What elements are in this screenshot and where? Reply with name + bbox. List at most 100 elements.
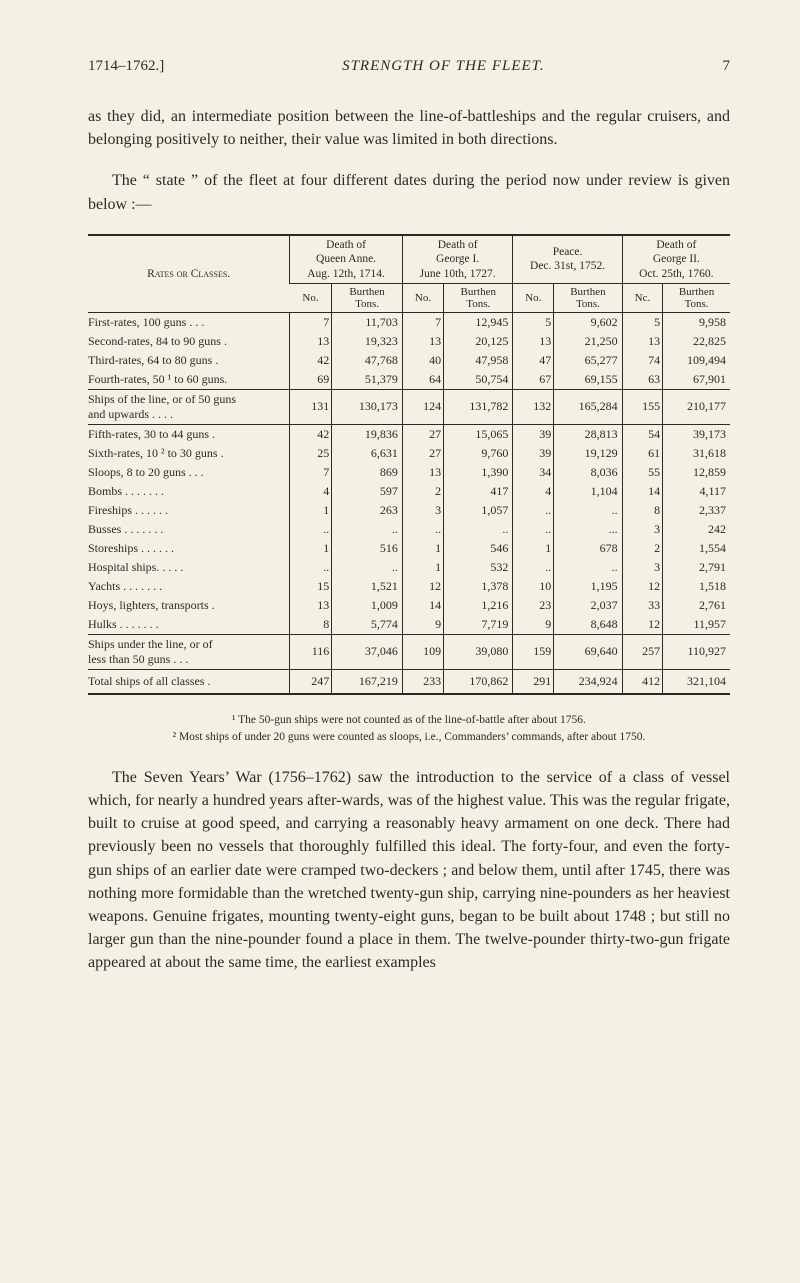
cell-no: 47 xyxy=(513,351,554,370)
cell-burthen: 11,703 xyxy=(332,312,403,332)
cell-no: 3 xyxy=(402,501,443,520)
col-bur-4: BurthenTons. xyxy=(663,283,730,312)
cell-burthen: .. xyxy=(554,558,622,577)
row-label: Bombs . . . . . . . xyxy=(88,482,290,501)
cell-no: 12 xyxy=(402,577,443,596)
cell-burthen: .. xyxy=(332,558,403,577)
cell-burthen: 19,836 xyxy=(332,424,403,444)
cell-no: 63 xyxy=(622,370,662,390)
cell-burthen: 7,719 xyxy=(444,615,513,635)
cell-burthen: 4,117 xyxy=(663,482,730,501)
cell-burthen: 546 xyxy=(444,539,513,558)
header-left: 1714–1762.] xyxy=(88,58,164,75)
cell-burthen: 9,602 xyxy=(554,312,622,332)
table-row: Ships of the line, or of 50 guns and upw… xyxy=(88,389,730,424)
cell-burthen: 2,037 xyxy=(554,596,622,615)
cell-no: 116 xyxy=(290,634,332,669)
cell-no: 13 xyxy=(402,463,443,482)
row-label: Sixth-rates, 10 ² to 30 guns . xyxy=(88,444,290,463)
footnote-2: ² Most ships of under 20 guns were count… xyxy=(88,730,730,746)
cell-no: 12 xyxy=(622,577,662,596)
cell-burthen: 109,494 xyxy=(663,351,730,370)
cell-no: 42 xyxy=(290,351,332,370)
cell-no: 3 xyxy=(622,558,662,577)
paragraph-1: as they did, an intermediate position be… xyxy=(88,105,730,151)
cell-burthen: 50,754 xyxy=(444,370,513,390)
row-label: Hulks . . . . . . . xyxy=(88,615,290,635)
table-row: Bombs . . . . . . .4597241741,104144,117 xyxy=(88,482,730,501)
cell-no: 155 xyxy=(622,389,662,424)
cell-burthen: 47,768 xyxy=(332,351,403,370)
fleet-table: Rates or Classes. Death ofQueen Anne.Aug… xyxy=(88,234,730,695)
row-label: Busses . . . . . . . xyxy=(88,520,290,539)
table-row: First-rates, 100 guns . . .711,703712,94… xyxy=(88,312,730,332)
row-label: First-rates, 100 guns . . . xyxy=(88,312,290,332)
row-label: Ships of the line, or of 50 guns and upw… xyxy=(88,389,290,424)
cell-burthen: 1,518 xyxy=(663,577,730,596)
row-label: Sloops, 8 to 20 guns . . . xyxy=(88,463,290,482)
cell-no: 109 xyxy=(402,634,443,669)
cell-no: 69 xyxy=(290,370,332,390)
cell-no: 14 xyxy=(402,596,443,615)
cell-burthen: 37,046 xyxy=(332,634,403,669)
col-no-2: No. xyxy=(402,283,443,312)
cell-burthen: 1,057 xyxy=(444,501,513,520)
table-row: Fifth-rates, 30 to 44 guns .4219,8362715… xyxy=(88,424,730,444)
table-row: Hoys, lighters, transports .131,009141,2… xyxy=(88,596,730,615)
cell-no: 27 xyxy=(402,444,443,463)
cell-burthen: 15,065 xyxy=(444,424,513,444)
cell-burthen: 321,104 xyxy=(663,669,730,694)
cell-no: 23 xyxy=(513,596,554,615)
table-row: Storeships . . . . . .15161546167821,554 xyxy=(88,539,730,558)
cell-burthen: 19,129 xyxy=(554,444,622,463)
table-row: Fireships . . . . . .126331,057....82,33… xyxy=(88,501,730,520)
cell-burthen: .. xyxy=(444,520,513,539)
cell-burthen: 1,390 xyxy=(444,463,513,482)
cell-burthen: 69,640 xyxy=(554,634,622,669)
cell-burthen: 31,618 xyxy=(663,444,730,463)
cell-no: 3 xyxy=(622,520,662,539)
cell-burthen: 1,195 xyxy=(554,577,622,596)
cell-no: 27 xyxy=(402,424,443,444)
cell-no: 13 xyxy=(622,332,662,351)
table-row: Ships under the line, or of less than 50… xyxy=(88,634,730,669)
cell-no: 13 xyxy=(290,332,332,351)
cell-burthen: 39,173 xyxy=(663,424,730,444)
cell-burthen: 678 xyxy=(554,539,622,558)
cell-no: 55 xyxy=(622,463,662,482)
table-row: Sloops, 8 to 20 guns . . .7869131,390348… xyxy=(88,463,730,482)
footnote-1: ¹ The 50-gun ships were not counted as o… xyxy=(88,713,730,729)
cell-no: .. xyxy=(290,558,332,577)
cell-burthen: 11,957 xyxy=(663,615,730,635)
cell-burthen: 9,958 xyxy=(663,312,730,332)
table-row: Third-rates, 64 to 80 guns .4247,7684047… xyxy=(88,351,730,370)
cell-burthen: 516 xyxy=(332,539,403,558)
cell-no: 67 xyxy=(513,370,554,390)
paragraph-3: The Seven Years’ War (1756–1762) saw the… xyxy=(88,766,730,975)
cell-no: 13 xyxy=(290,596,332,615)
cell-burthen: 22,825 xyxy=(663,332,730,351)
cell-no: 132 xyxy=(513,389,554,424)
cell-no: .. xyxy=(402,520,443,539)
cell-no: .. xyxy=(513,520,554,539)
col-bur-2: BurthenTons. xyxy=(444,283,513,312)
col-nc-4: Nc. xyxy=(622,283,662,312)
cell-burthen: 167,219 xyxy=(332,669,403,694)
cell-burthen: 1,104 xyxy=(554,482,622,501)
cell-no: 54 xyxy=(622,424,662,444)
cell-no: 13 xyxy=(402,332,443,351)
cell-no: 5 xyxy=(622,312,662,332)
cell-no: 291 xyxy=(513,669,554,694)
cell-burthen: 67,901 xyxy=(663,370,730,390)
cell-no: 64 xyxy=(402,370,443,390)
cell-burthen: 597 xyxy=(332,482,403,501)
cell-burthen: 532 xyxy=(444,558,513,577)
cell-no: 7 xyxy=(290,463,332,482)
cell-no: 1 xyxy=(290,539,332,558)
cell-burthen: 1,521 xyxy=(332,577,403,596)
cell-no: 12 xyxy=(622,615,662,635)
cell-burthen: 12,859 xyxy=(663,463,730,482)
cell-burthen: 65,277 xyxy=(554,351,622,370)
cell-burthen: 2,761 xyxy=(663,596,730,615)
cell-no: 7 xyxy=(402,312,443,332)
